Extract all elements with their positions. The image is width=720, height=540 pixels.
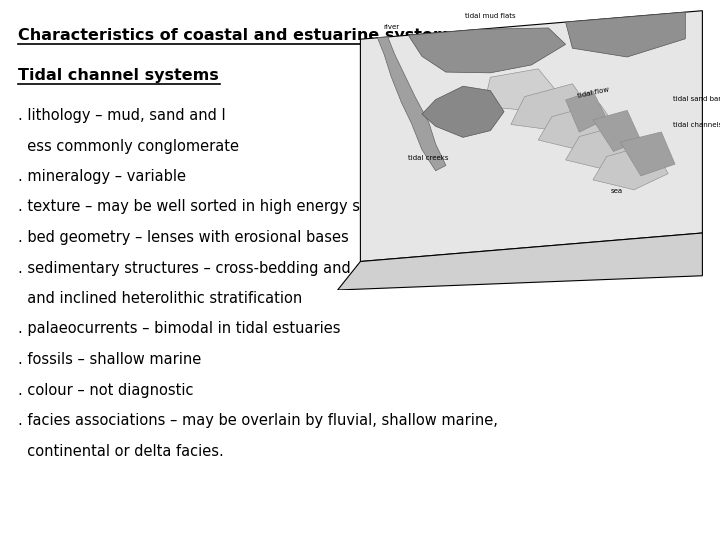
Polygon shape <box>408 28 566 73</box>
Polygon shape <box>484 69 559 110</box>
Text: Characteristics of coastal and estuarine systems: Characteristics of coastal and estuarine… <box>18 28 459 43</box>
Text: tidal creeks: tidal creeks <box>408 156 449 161</box>
Polygon shape <box>422 86 504 137</box>
Text: sea: sea <box>611 188 623 194</box>
Text: . bed geometry – lenses with erosional bases: . bed geometry – lenses with erosional b… <box>18 230 348 245</box>
Polygon shape <box>566 12 685 57</box>
Text: tidal channels: tidal channels <box>672 122 720 129</box>
Polygon shape <box>593 144 668 190</box>
Polygon shape <box>621 132 675 176</box>
Polygon shape <box>361 11 703 261</box>
Text: . lithology – mud, sand and l: . lithology – mud, sand and l <box>18 108 225 123</box>
Text: . palaeocurrents – bimodal in tidal estuaries: . palaeocurrents – bimodal in tidal estu… <box>18 321 341 336</box>
Text: Tidal channel systems: Tidal channel systems <box>18 68 219 83</box>
Text: and inclined heterolithic stratification: and inclined heterolithic stratification <box>18 291 302 306</box>
Text: tidal flow: tidal flow <box>577 86 609 99</box>
Text: . fossils – shallow marine: . fossils – shallow marine <box>18 352 202 367</box>
Text: river: river <box>384 24 400 30</box>
Text: . sedimentary structures – cross-bedding and crosslamination: . sedimentary structures – cross-bedding… <box>18 260 472 275</box>
Polygon shape <box>566 124 648 170</box>
Polygon shape <box>593 110 641 152</box>
Polygon shape <box>539 104 621 150</box>
Text: continental or delta facies.: continental or delta facies. <box>18 443 224 458</box>
Polygon shape <box>338 233 703 290</box>
Polygon shape <box>377 37 446 171</box>
Polygon shape <box>511 84 593 130</box>
Text: . facies associations – may be overlain by fluvial, shallow marine,: . facies associations – may be overlain … <box>18 413 498 428</box>
Text: . texture – may be well sorted in high energy settings: . texture – may be well sorted in high e… <box>18 199 411 214</box>
Text: ess commonly conglomerate: ess commonly conglomerate <box>18 138 239 153</box>
Text: . colour – not diagnostic: . colour – not diagnostic <box>18 382 194 397</box>
Polygon shape <box>566 91 607 132</box>
Text: tidal mud flats: tidal mud flats <box>465 13 516 19</box>
Text: . mineralogy – variable: . mineralogy – variable <box>18 169 186 184</box>
Text: tidal sand bars: tidal sand bars <box>672 96 720 102</box>
